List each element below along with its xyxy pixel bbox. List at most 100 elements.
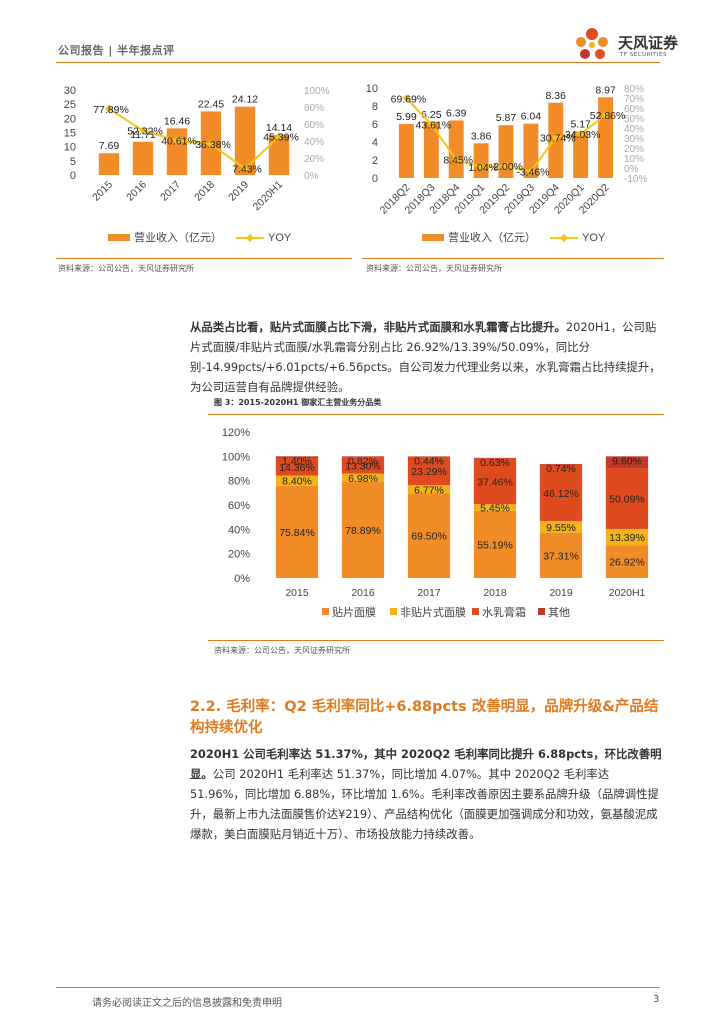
left-tick-label: 15 — [64, 128, 76, 140]
legend-label: 非贴片式面膜 — [400, 605, 466, 619]
revenue-bar — [234, 106, 256, 175]
left-tick-label: 5 — [70, 156, 76, 168]
yoy-marker — [477, 162, 486, 171]
y-tick-label: 100% — [222, 451, 250, 463]
stack-segment — [407, 485, 451, 494]
yoy-marker — [551, 133, 560, 142]
stack-segment — [341, 482, 385, 578]
right-tick-label: 0% — [624, 164, 639, 175]
stack-segment — [341, 473, 385, 483]
bar-value-label: 8.97 — [595, 84, 616, 96]
yoy-marker — [576, 129, 585, 138]
y-tick-label: 20% — [228, 549, 250, 561]
y-tick-label: 0% — [234, 573, 250, 585]
chart-category-mix: 120%100%80%60%40%20%0%75.84%8.40%14.36%1… — [222, 427, 649, 619]
legend-swatch — [472, 608, 479, 615]
right-tick-label: 70% — [624, 94, 644, 105]
bar-value-label: 16.46 — [164, 115, 190, 127]
chart1-source: 资料来源：公司公告，天风证券研究所 — [58, 264, 194, 273]
left-tick-label: 8 — [372, 101, 378, 113]
legend-bar-label: 营业收入（亿元） — [448, 230, 536, 244]
yoy-marker — [139, 126, 147, 135]
paragraph-gross-margin: 2020H1 公司毛利率达 51.37%，其中 2020Q2 毛利率同比提升 6… — [190, 744, 664, 844]
left-tick-label: 20 — [64, 113, 76, 125]
bar-value-label: 14.14 — [266, 122, 292, 134]
segment-value-label: 78.89% — [345, 525, 381, 537]
right-tick-label: 60% — [304, 120, 324, 131]
yoy-marker — [173, 136, 181, 145]
figure3-source: 资料来源：公司公告，天风证券研究所 — [214, 646, 350, 655]
yoy-marker — [452, 155, 461, 164]
stack-segment — [539, 464, 583, 521]
left-tick-label: 4 — [372, 137, 378, 149]
segment-value-label: 6.98% — [348, 473, 378, 485]
y-tick-label: 120% — [222, 427, 250, 439]
stack-segment — [473, 458, 517, 505]
yoy-marker — [601, 111, 610, 120]
yoy-marker — [502, 162, 510, 170]
left-tick-label: 25 — [64, 99, 76, 111]
revenue-bar — [268, 134, 290, 175]
revenue-bar — [132, 141, 154, 175]
segment-value-label: 6.77% — [414, 484, 444, 496]
yoy-value-label: 52.32% — [127, 126, 163, 138]
yoy-marker — [241, 164, 249, 173]
category-tick-label: 2019 — [226, 179, 251, 204]
yoy-marker — [402, 94, 411, 103]
section-title: 2.2. 毛利率：Q2 毛利率同比+6.88pcts 改善明显，品牌升级&产品结… — [190, 699, 659, 736]
legend-line-label: YOY — [582, 232, 606, 244]
chart-annual-revenue: 302520151050100%80%60%40%20%0%7.69201511… — [64, 85, 330, 244]
chart2-rule — [362, 258, 664, 259]
segment-value-label: 75.84% — [279, 527, 315, 539]
right-tick-label: 20% — [624, 144, 644, 155]
yoy-value-label: 43.61% — [416, 119, 452, 131]
legend-swatch — [390, 608, 397, 615]
category-tick-label: 2016 — [124, 179, 149, 204]
paragraph-category-share: 从品类占比看，贴片式面膜占比下滑，非贴片式面膜和水乳霜膏占比提升。2020H1，… — [190, 317, 664, 397]
stack-segment — [473, 510, 517, 578]
bar-value-label: 5.87 — [496, 112, 517, 124]
legend-bar-label: 营业收入（亿元） — [134, 230, 222, 244]
yoy-value-label: 30.74% — [540, 132, 576, 144]
stack-segment — [473, 504, 517, 511]
footer-disclaimer: 请务必阅读正文之后的信息披露和免责申明 — [92, 998, 282, 1009]
segment-value-label: 0.44% — [414, 455, 444, 467]
segment-value-label: 13.30% — [345, 460, 381, 472]
stack-segment — [473, 457, 517, 459]
yoy-value-label: 52.86% — [590, 110, 626, 122]
logo-sub: TF SECURITIES — [620, 52, 667, 58]
category-tick-label: 2019 — [549, 587, 573, 599]
stack-segment — [605, 545, 649, 578]
yoy-value-label: 1.04% — [468, 162, 498, 174]
revenue-bar — [398, 124, 414, 178]
right-tick-label: 80% — [304, 103, 324, 114]
legend-swatch — [538, 608, 545, 615]
yoy-marker — [207, 140, 215, 149]
segment-value-label: 8.40% — [282, 476, 312, 488]
stack-segment — [341, 456, 385, 458]
right-tick-label: 20% — [304, 154, 324, 165]
y-tick-label: 40% — [228, 524, 250, 536]
left-tick-label: 10 — [366, 83, 378, 95]
yoy-value-label: 45.39% — [263, 131, 299, 143]
category-tick-label: 2016 — [351, 587, 375, 599]
segment-value-label: 0.82% — [348, 455, 378, 467]
right-tick-label: 50% — [624, 114, 644, 125]
segment-value-label: 9.60% — [612, 455, 642, 467]
revenue-bar — [573, 131, 589, 178]
segment-value-label: 5.45% — [480, 503, 510, 515]
category-tick-label: 2015 — [285, 587, 309, 599]
legend-line-label: YOY — [268, 232, 292, 244]
paragraph1-text: 2020H1，公司贴片式面膜/非贴片式面膜/水乳霜膏分别占比 26.92%/13… — [190, 320, 661, 394]
stack-segment — [539, 532, 583, 578]
stack-segment — [341, 457, 385, 474]
segment-value-label: 0.63% — [480, 457, 510, 469]
right-tick-label: 40% — [624, 124, 644, 135]
stack-segment — [605, 528, 649, 546]
stack-segment — [275, 458, 319, 476]
category-tick-label: 2018 — [192, 179, 217, 204]
footer-divider — [56, 987, 660, 988]
yoy-marker — [427, 120, 436, 129]
yoy-marker — [275, 132, 283, 141]
right-tick-label: -10% — [624, 174, 647, 185]
